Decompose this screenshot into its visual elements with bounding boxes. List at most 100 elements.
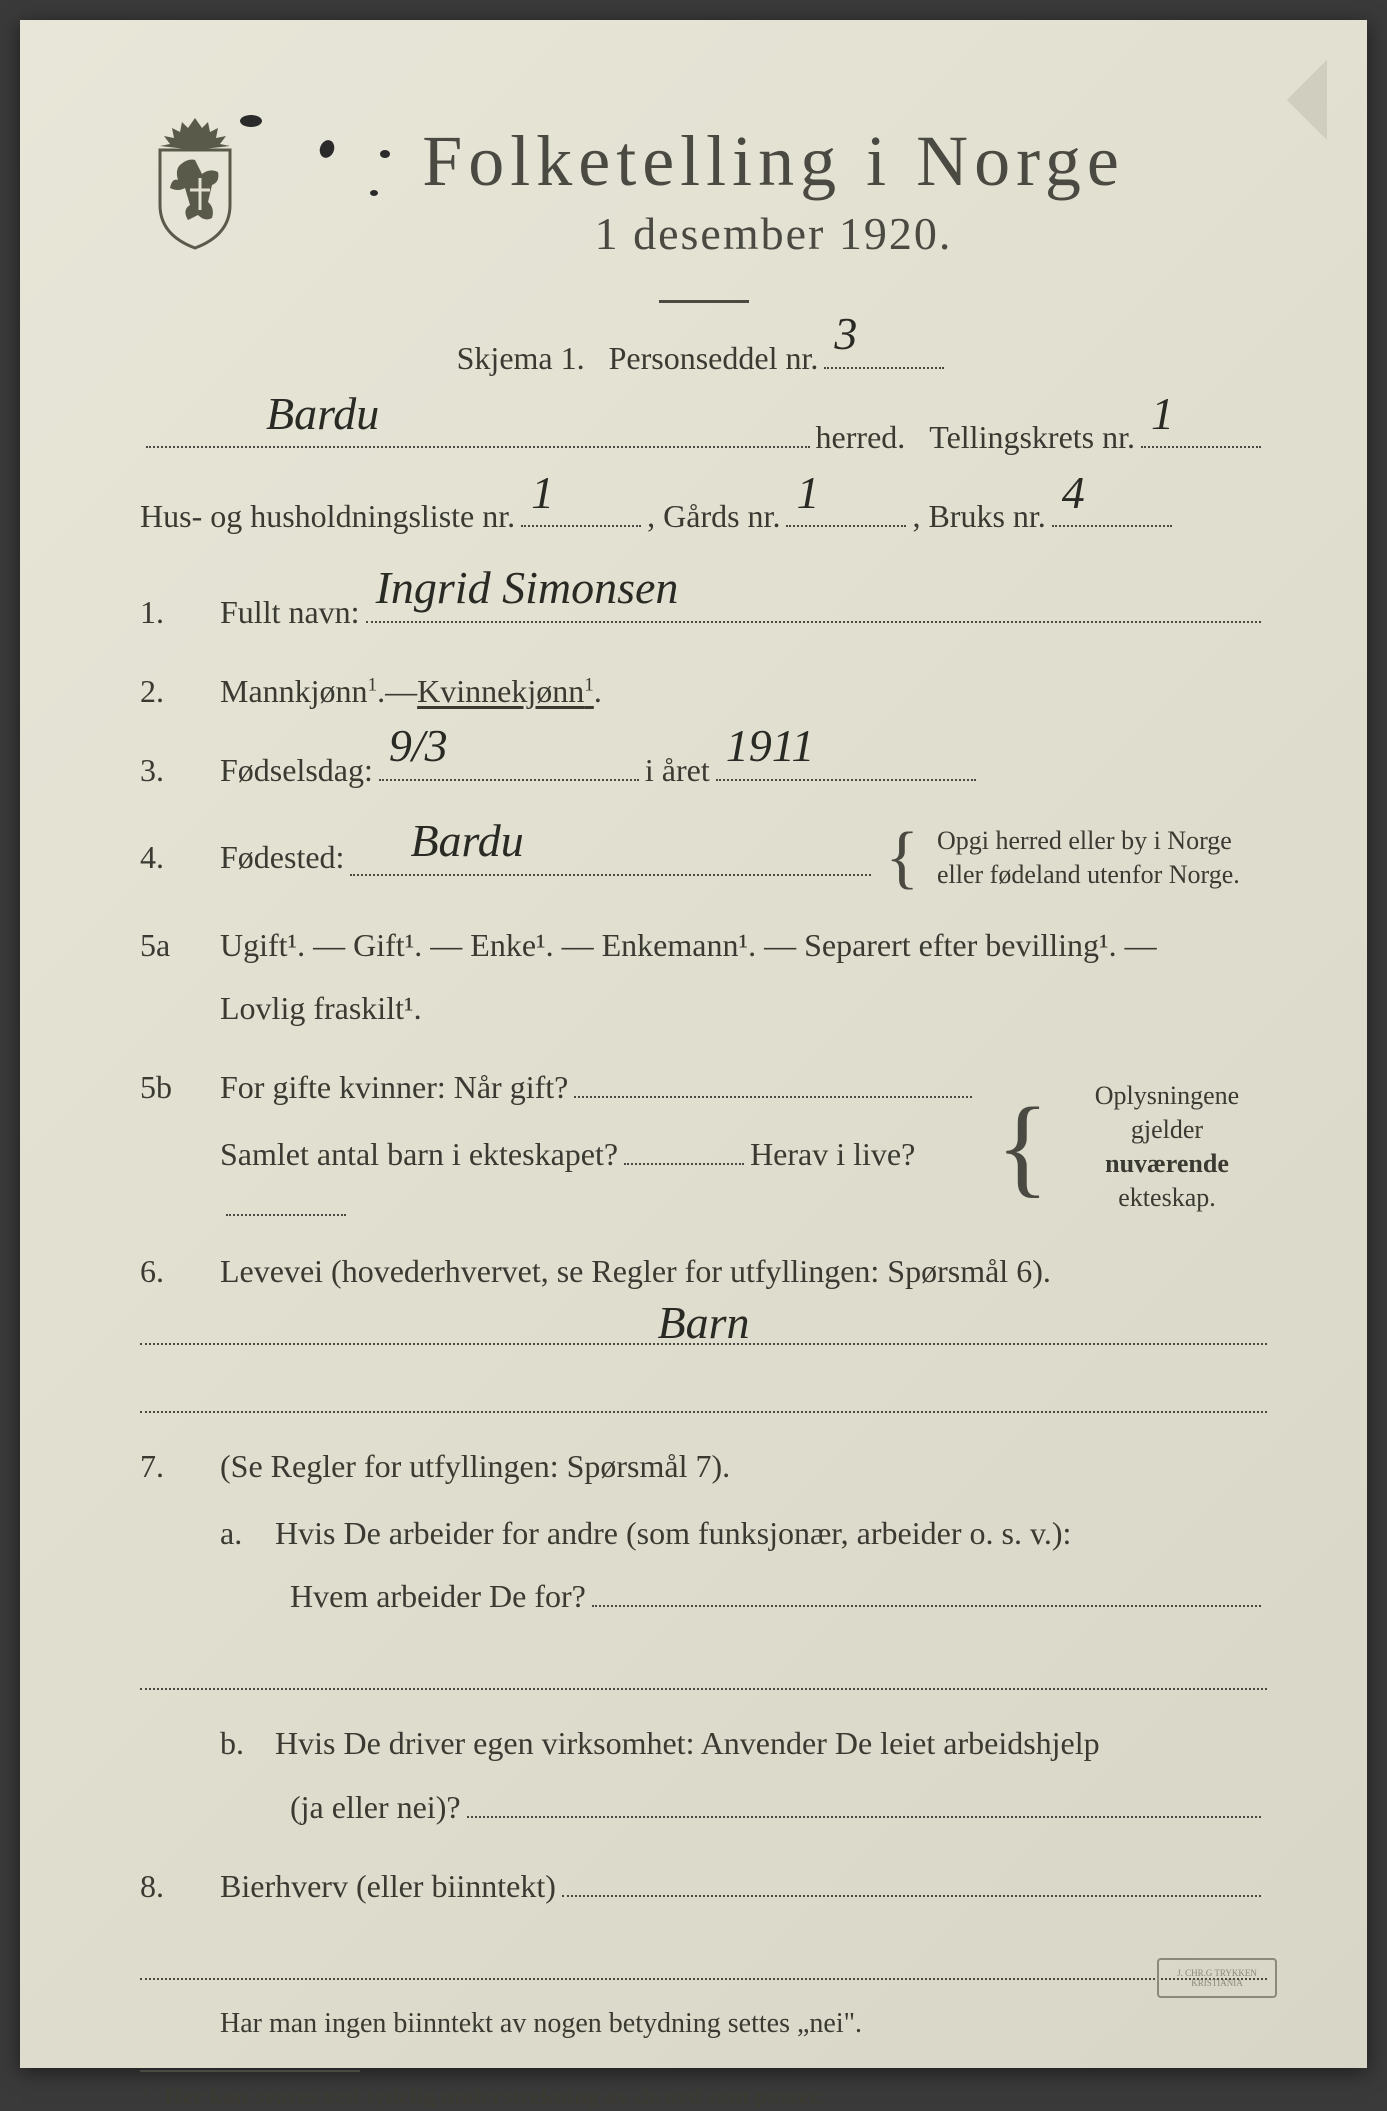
gards-label: , Gårds nr. (647, 491, 780, 542)
q7a-line2: Hvem arbeider De for? (140, 1571, 1267, 1622)
personseddel-nr-field: 3 (824, 334, 944, 369)
hus-label: Hus- og husholdningsliste nr. (140, 491, 515, 542)
q1-value: Ingrid Simonsen (376, 551, 679, 625)
q5b-l2a: Samlet antal barn i ekteskapet? (220, 1129, 618, 1180)
q7b-field (467, 1782, 1261, 1817)
title-block: Folketelling i Norge 1 desember 1920. (280, 110, 1267, 280)
tellingskrets-field: 1 (1141, 413, 1261, 448)
bottom-note: Har man ingen biinntekt av nogen betydni… (140, 2008, 1267, 2040)
subtitle: 1 desember 1920. (280, 207, 1267, 260)
footnote-sup: 1 (140, 2082, 148, 2099)
q7a-num: a. (220, 1508, 275, 1559)
q1-label: Fullt navn: (220, 587, 360, 638)
q7a-l2: Hvem arbeider De for? (290, 1571, 586, 1622)
q5b-line1: 5b For gifte kvinner: Når gift? (140, 1062, 978, 1113)
title-rule (659, 300, 749, 303)
q7b-l1: Hvis De driver egen virksomhet: Anvender… (275, 1718, 1100, 1769)
hus-field: 1 (521, 492, 641, 527)
herred-field: Bardu (146, 413, 810, 448)
q2-mann-text: Mannkjønn (220, 673, 368, 709)
q7a-field-extra (140, 1650, 1267, 1690)
main-title: Folketelling i Norge (280, 120, 1267, 203)
q1-field: Ingrid Simonsen (366, 587, 1261, 622)
bruks-value: 4 (1062, 456, 1085, 530)
q2-line: 2. Mannkjønn1. — Kvinnekjønn1. (140, 666, 1267, 717)
footnote: 1 Her kan svares ved tydelig understrekn… (140, 2082, 1267, 2111)
q5b-live-field (226, 1180, 346, 1215)
q4-note-l2: eller fødeland utenfor Norge. (937, 860, 1240, 889)
q5a-num: 5a (140, 920, 220, 971)
coat-of-arms-icon (140, 110, 250, 250)
bruks-field: 4 (1052, 492, 1172, 527)
header: Folketelling i Norge 1 desember 1920. (140, 110, 1267, 280)
q3-label: Fødselsdag: (220, 745, 373, 796)
ink-speck (240, 115, 262, 127)
gards-field: 1 (786, 492, 906, 527)
q7b-line1: b. Hvis De driver egen virksomhet: Anven… (140, 1718, 1267, 1769)
q5b-num: 5b (140, 1062, 220, 1113)
q8-num: 8. (140, 1861, 220, 1912)
q5b-note-l2: gjelder nuværende (1105, 1115, 1229, 1178)
q7a-l1: Hvis De arbeider for andre (som funksjon… (275, 1508, 1071, 1559)
q2-sup1: 1 (368, 674, 378, 695)
q8-line: 8. Bierhverv (eller biinntekt) (140, 1861, 1267, 1912)
ink-speck (370, 190, 378, 196)
q4-note: Opgi herred eller by i Norge eller fødel… (927, 824, 1267, 892)
q4-value: Bardu (410, 804, 523, 878)
q4-num: 4. (140, 832, 220, 883)
meta-line-3: Hus- og husholdningsliste nr. 1 , Gårds … (140, 491, 1267, 542)
q3-year-value: 1911 (726, 709, 815, 783)
q5b-barn-field (624, 1130, 744, 1165)
q3-year-field: 1911 (716, 746, 976, 781)
q7a-line1: a. Hvis De arbeider for andre (som funks… (140, 1508, 1267, 1559)
q5b-l1a: For gifte kvinner: Når gift? (220, 1062, 568, 1113)
q5b-block: 5b For gifte kvinner: Når gift? Samlet a… (140, 1062, 1267, 1232)
q2-kvinne-text: Kvinnekjønn (417, 673, 584, 709)
q7-label: (Se Regler for utfyllingen: Spørsmål 7). (220, 1441, 730, 1492)
brace-icon: { (996, 1119, 1049, 1174)
q8-field (562, 1862, 1261, 1897)
tellingskrets-value: 1 (1151, 377, 1174, 451)
footnote-rule (140, 2070, 360, 2082)
q8-field-extra (140, 1940, 1267, 1980)
q3-day-field: 9/3 (379, 746, 639, 781)
q7b-num: b. (220, 1718, 275, 1769)
q3-year-label: i året (645, 745, 710, 796)
q1-num: 1. (140, 587, 220, 638)
brace-icon: { (885, 840, 919, 875)
q5a-line2: Lovlig fraskilt¹. (140, 983, 1267, 1034)
q4-field: Bardu (350, 840, 871, 875)
q5a-text2: Lovlig fraskilt¹. (220, 983, 422, 1034)
q5a-line1: 5a Ugift¹. — Gift¹. — Enke¹. — Enkemann¹… (140, 920, 1267, 971)
q6-label: Levevei (hovederhvervet, se Regler for u… (220, 1246, 1051, 1297)
q4-line: 4. Fødested: Bardu { Opgi herred eller b… (140, 824, 1267, 892)
q1-line: 1. Fullt navn: Ingrid Simonsen (140, 587, 1267, 638)
meta-line-2: Bardu herred. Tellingskrets nr. 1 (140, 412, 1267, 463)
personseddel-label: Personseddel nr. (609, 333, 819, 384)
q5b-line2: Samlet antal barn i ekteskapet? Herav i … (140, 1129, 978, 1215)
herred-label: herred. (816, 412, 906, 463)
q3-day-value: 9/3 (389, 709, 448, 783)
q2-num: 2. (140, 666, 220, 717)
census-form-page: Folketelling i Norge 1 desember 1920. Sk… (20, 20, 1367, 2068)
hus-value: 1 (531, 456, 554, 530)
herred-value: Bardu (266, 377, 379, 451)
q5a-text: Ugift¹. — Gift¹. — Enke¹. — Enkemann¹. —… (220, 920, 1157, 971)
q5b-note: Oplysningene gjelder nuværende ekteskap. (1067, 1079, 1267, 1214)
q8-label: Bierhverv (eller biinntekt) (220, 1861, 556, 1912)
q7-num: 7. (140, 1441, 220, 1492)
q6-field-extra (140, 1373, 1267, 1413)
tellingskrets-label: Tellingskrets nr. (929, 412, 1135, 463)
q3-line: 3. Fødselsdag: 9/3 i året 1911 (140, 745, 1267, 796)
q7-header: 7. (Se Regler for utfyllingen: Spørsmål … (140, 1441, 1267, 1492)
q3-num: 3. (140, 745, 220, 796)
q5b-note-l1: Oplysningene (1095, 1081, 1239, 1110)
q5b-l2b: Herav i live? (750, 1129, 915, 1180)
footnote-text: Her kan svares ved tydelig understreknin… (164, 2084, 824, 2110)
personseddel-nr-value: 3 (834, 297, 857, 371)
form-body: Skjema 1. Personseddel nr. 3 Bardu herre… (140, 333, 1267, 2111)
q5b-note-l3: ekteskap. (1118, 1183, 1215, 1212)
q5b-gift-field (574, 1063, 972, 1098)
q4-label: Fødested: (220, 832, 344, 883)
bruks-label: , Bruks nr. (912, 491, 1045, 542)
